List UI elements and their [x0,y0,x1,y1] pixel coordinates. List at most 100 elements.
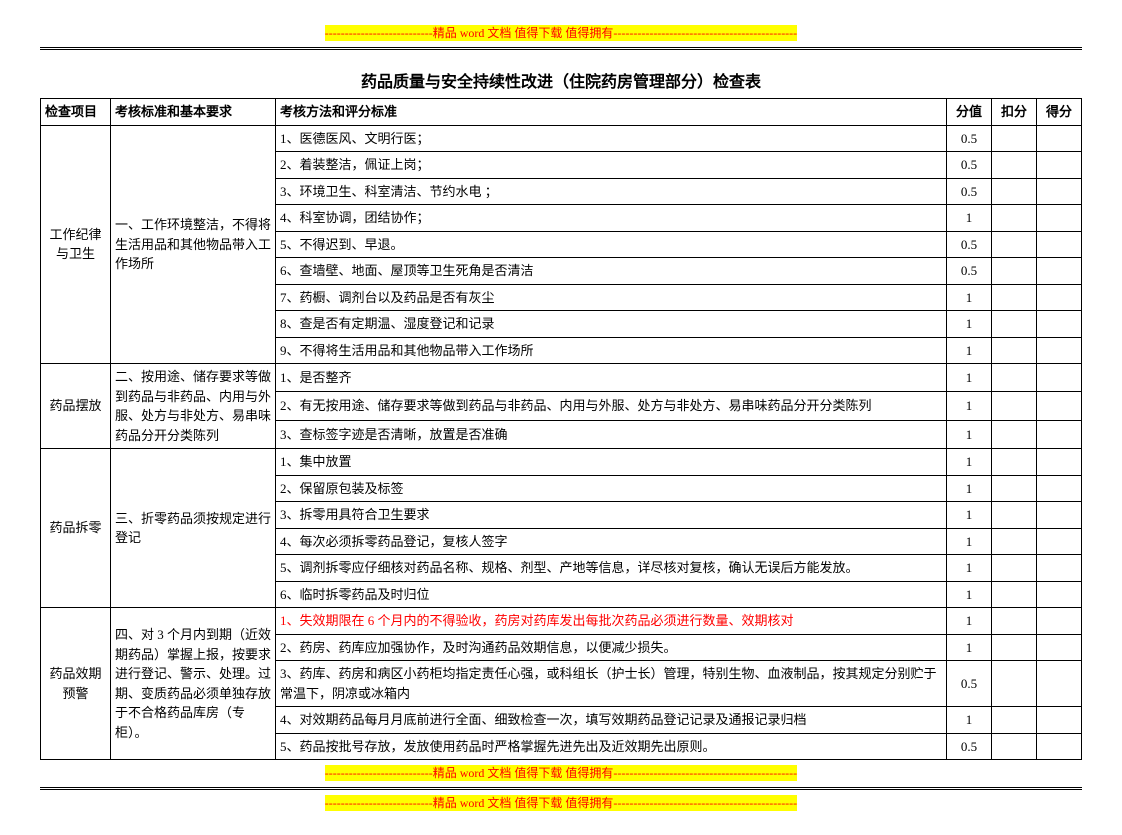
cell-score: 1 [947,502,992,529]
cell-final [1037,608,1082,635]
cell-final [1037,205,1082,232]
cell-item: 工作纪律与卫生 [41,125,111,364]
cell-item: 药品拆零 [41,449,111,608]
cell-score: 1 [947,608,992,635]
cell-deduct [992,125,1037,152]
cell-final [1037,707,1082,734]
cell-method: 2、保留原包装及标签 [276,475,947,502]
cell-method: 4、每次必须拆零药品登记，复核人签字 [276,528,947,555]
cell-final [1037,337,1082,364]
cell-deduct [992,661,1037,707]
cell-final [1037,311,1082,338]
cell-final [1037,634,1082,661]
cell-method: 2、着装整洁，佩证上岗； [276,152,947,179]
cell-deduct [992,420,1037,448]
cell-method: 9、不得将生活用品和其他物品带入工作场所 [276,337,947,364]
cell-score: 1 [947,634,992,661]
cell-deduct [992,337,1037,364]
cell-score: 0.5 [947,152,992,179]
bottom-banner-text-1: ---------------------------精品 word 文档 值得… [325,765,797,781]
cell-deduct [992,707,1037,734]
cell-deduct [992,231,1037,258]
cell-deduct [992,502,1037,529]
cell-score: 1 [947,420,992,448]
cell-deduct [992,634,1037,661]
cell-score: 1 [947,284,992,311]
cell-final [1037,420,1082,448]
bottom-rule [40,787,1082,790]
cell-deduct [992,258,1037,285]
cell-score: 1 [947,364,992,392]
cell-final [1037,661,1082,707]
cell-method: 8、查是否有定期温、湿度登记和记录 [276,311,947,338]
cell-deduct [992,555,1037,582]
cell-deduct [992,152,1037,179]
cell-deduct [992,205,1037,232]
header-score: 分值 [947,99,992,126]
cell-final [1037,581,1082,608]
header-standard: 考核标准和基本要求 [111,99,276,126]
cell-score: 0.5 [947,231,992,258]
cell-score: 0.5 [947,178,992,205]
cell-score: 1 [947,392,992,420]
cell-method: 5、不得迟到、早退。 [276,231,947,258]
cell-score: 1 [947,311,992,338]
cell-final [1037,528,1082,555]
header-deduct: 扣分 [992,99,1037,126]
top-rule [40,47,1082,50]
cell-deduct [992,581,1037,608]
cell-final [1037,125,1082,152]
header-item: 检查项目 [41,99,111,126]
cell-method: 4、科室协调，团结协作； [276,205,947,232]
cell-score: 0.5 [947,661,992,707]
cell-final [1037,152,1082,179]
cell-final [1037,231,1082,258]
cell-final [1037,258,1082,285]
cell-method: 6、查墙壁、地面、屋顶等卫生死角是否清洁 [276,258,947,285]
cell-deduct [992,475,1037,502]
page-title: 药品质量与安全持续性改进（住院药房管理部分）检查表 [40,68,1082,92]
cell-score: 1 [947,449,992,476]
cell-score: 0.5 [947,258,992,285]
bottom-banner-1: ---------------------------精品 word 文档 值得… [40,764,1082,781]
cell-deduct [992,608,1037,635]
cell-method: 1、集中放置 [276,449,947,476]
cell-final [1037,284,1082,311]
cell-standard: 四、对 3 个月内到期（近效期药品）掌握上报，按要求进行登记、警示、处理。过期、… [111,608,276,760]
cell-method: 1、是否整齐 [276,364,947,392]
header-method: 考核方法和评分标准 [276,99,947,126]
cell-score: 1 [947,581,992,608]
cell-final [1037,555,1082,582]
cell-final [1037,178,1082,205]
bottom-banner-2: ---------------------------精品 word 文档 值得… [40,794,1082,811]
cell-method: 2、有无按用途、储存要求等做到药品与非药品、内用与外服、处方与非处方、易串味药品… [276,392,947,420]
cell-final [1037,475,1082,502]
cell-deduct [992,392,1037,420]
cell-score: 1 [947,337,992,364]
cell-method: 3、药库、药房和病区小药柜均指定责任心强，或科组长（护士长）管理，特别生物、血液… [276,661,947,707]
inspection-table: 检查项目 考核标准和基本要求 考核方法和评分标准 分值 扣分 得分 工作纪律与卫… [40,98,1082,760]
cell-method: 3、拆零用具符合卫生要求 [276,502,947,529]
table-row: 工作纪律与卫生一、工作环境整洁，不得将生活用品和其他物品带入工作场所1、医德医风… [41,125,1082,152]
cell-deduct [992,449,1037,476]
top-banner-text: ---------------------------精品 word 文档 值得… [325,25,797,41]
cell-method: 1、医德医风、文明行医； [276,125,947,152]
cell-final [1037,733,1082,760]
cell-deduct [992,364,1037,392]
cell-deduct [992,178,1037,205]
cell-method: 4、对效期药品每月月底前进行全面、细致检查一次，填写效期药品登记记录及通报记录归… [276,707,947,734]
table-row: 药品摆放二、按用途、储存要求等做到药品与非药品、内用与外服、处方与非处方、易串味… [41,364,1082,392]
header-final: 得分 [1037,99,1082,126]
top-banner: ---------------------------精品 word 文档 值得… [40,24,1082,41]
cell-final [1037,449,1082,476]
table-row: 药品效期预警四、对 3 个月内到期（近效期药品）掌握上报，按要求进行登记、警示、… [41,608,1082,635]
cell-score: 1 [947,528,992,555]
cell-deduct [992,528,1037,555]
bottom-banner-text-2: ---------------------------精品 word 文档 值得… [325,795,797,811]
cell-deduct [992,311,1037,338]
cell-score: 0.5 [947,125,992,152]
cell-method: 7、药橱、调剂台以及药品是否有灰尘 [276,284,947,311]
cell-final [1037,502,1082,529]
cell-score: 1 [947,555,992,582]
cell-method: 5、药品按批号存放，发放使用药品时严格掌握先进先出及近效期先出原则。 [276,733,947,760]
